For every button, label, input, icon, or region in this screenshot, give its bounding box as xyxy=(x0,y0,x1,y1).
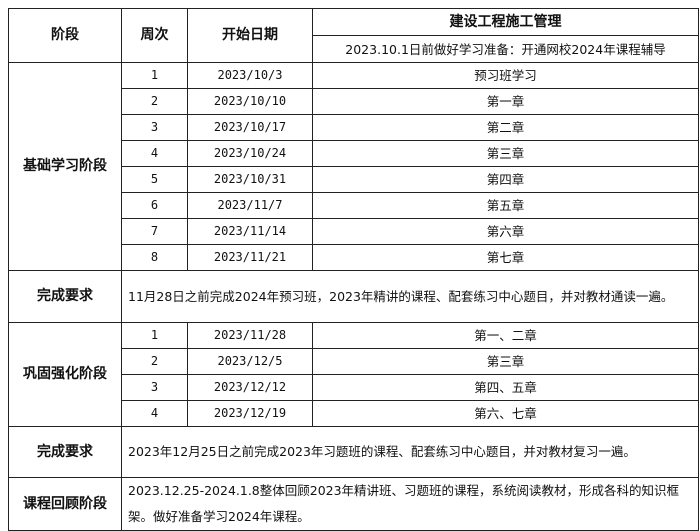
table-row: 基础学习阶段 1 2023/10/3 预习班学习 xyxy=(8,62,699,271)
study-plan-table: 阶段 周次 开始日期 建设工程施工管理 2023.10.1日前做好学习准备：开通… xyxy=(8,8,699,531)
week-cell: 3 xyxy=(121,374,188,401)
review-text: 2023.12.25-2024.1.8整体回顾2023年精讲班、习题班的课程，系… xyxy=(121,477,699,531)
week-cell: 6 xyxy=(121,192,188,219)
header-week: 周次 xyxy=(121,8,188,63)
content-cell: 第一、二章 xyxy=(312,322,699,349)
requirement-row: 完成要求 2023年12月25日之前完成2023年习题班的课程、配套练习中心题目… xyxy=(8,426,699,478)
week-cell: 4 xyxy=(121,140,188,167)
content-cell: 预习班学习 xyxy=(312,62,699,89)
date-cell: 2023/10/10 xyxy=(187,88,313,115)
week-cell: 2 xyxy=(121,348,188,375)
week-cell: 7 xyxy=(121,218,188,245)
header-start-date: 开始日期 xyxy=(187,8,313,63)
review-label: 课程回顾阶段 xyxy=(8,477,122,531)
date-cell: 2023/12/5 xyxy=(187,348,313,375)
requirement-text: 2023年12月25日之前完成2023年习题班的课程、配套练习中心题目，并对教材… xyxy=(121,426,699,478)
table-row: 8 2023/11/21 第七章 xyxy=(9,244,699,271)
week-cell: 3 xyxy=(121,114,188,141)
date-cell: 2023/12/19 xyxy=(187,400,313,427)
content-cell: 第一章 xyxy=(312,88,699,115)
content-cell: 第四、五章 xyxy=(312,374,699,401)
header-row: 阶段 周次 开始日期 建设工程施工管理 xyxy=(8,8,699,63)
prep-note: 2023.10.1日前做好学习准备：开通网校2024年课程辅导 xyxy=(312,35,699,63)
table-row: 3 2023/10/17 第二章 xyxy=(9,114,699,141)
requirement-row: 完成要求 11月28日之前完成2024年预习班，2023年精讲的课程、配套练习中… xyxy=(8,270,699,323)
requirement-label: 完成要求 xyxy=(8,426,122,478)
requirement-text: 11月28日之前完成2024年预习班，2023年精讲的课程、配套练习中心题目，并… xyxy=(121,270,699,323)
content-cell: 第六章 xyxy=(312,218,699,245)
header-stage: 阶段 xyxy=(8,8,122,63)
header-row-2: 2023.10.1日前做好学习准备：开通网校2024年课程辅导 xyxy=(9,35,699,63)
review-row: 课程回顾阶段 2023.12.25-2024.1.8整体回顾2023年精讲班、习… xyxy=(8,477,699,531)
content-cell: 第四章 xyxy=(312,166,699,193)
content-cell: 第三章 xyxy=(312,140,699,167)
table-row: 巩固强化阶段 1 2023/11/28 第一、二章 xyxy=(8,322,699,427)
table-row: 5 2023/10/31 第四章 xyxy=(9,166,699,193)
stage-label: 巩固强化阶段 xyxy=(8,322,122,427)
stage-label: 基础学习阶段 xyxy=(8,62,122,271)
content-cell: 第五章 xyxy=(312,192,699,219)
week-cell: 4 xyxy=(121,400,188,427)
week-cell: 1 xyxy=(121,62,188,89)
week-cell: 8 xyxy=(121,244,188,271)
week-cell: 5 xyxy=(121,166,188,193)
date-cell: 2023/11/7 xyxy=(187,192,313,219)
date-cell: 2023/10/17 xyxy=(187,114,313,141)
date-cell: 2023/12/12 xyxy=(187,374,313,401)
content-cell: 第三章 xyxy=(312,348,699,375)
date-cell: 2023/10/3 xyxy=(187,62,313,89)
content-cell: 第七章 xyxy=(312,244,699,271)
week-cell: 1 xyxy=(121,322,188,349)
table-row: 2 2023/12/5 第三章 xyxy=(9,348,699,375)
content-cell: 第二章 xyxy=(312,114,699,141)
date-cell: 2023/10/31 xyxy=(187,166,313,193)
content-cell: 第六、七章 xyxy=(312,400,699,427)
header-subject: 建设工程施工管理 xyxy=(312,8,699,36)
date-cell: 2023/10/24 xyxy=(187,140,313,167)
week-cell: 2 xyxy=(121,88,188,115)
requirement-label: 完成要求 xyxy=(8,270,122,323)
date-cell: 2023/11/28 xyxy=(187,322,313,349)
date-cell: 2023/11/14 xyxy=(187,218,313,245)
date-cell: 2023/11/21 xyxy=(187,244,313,271)
table-row: 3 2023/12/12 第四、五章 xyxy=(9,374,699,401)
